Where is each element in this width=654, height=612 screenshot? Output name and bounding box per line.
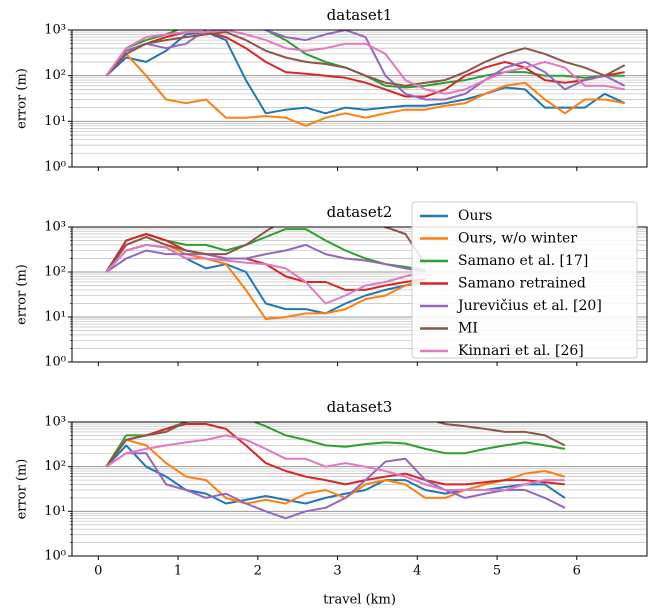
x-tick-label: 0 bbox=[94, 564, 102, 579]
x-tick-label: 2 bbox=[254, 564, 262, 579]
y-tick-label: 10⁰ bbox=[44, 355, 66, 370]
legend-label: Samano retrained bbox=[458, 276, 586, 292]
y-tick-label: 10¹ bbox=[44, 114, 66, 129]
lines bbox=[105, 227, 427, 321]
y-axis-label: error (m) bbox=[15, 459, 30, 520]
x-tick-label: 1 bbox=[174, 564, 182, 579]
x-tick-label: 5 bbox=[493, 564, 501, 579]
y-tick-label: 10⁰ bbox=[44, 160, 66, 175]
panel-title: dataset2 bbox=[327, 203, 393, 221]
legend-label: Ours bbox=[458, 208, 492, 224]
y-tick-label: 10² bbox=[44, 459, 66, 474]
series-line bbox=[105, 422, 566, 468]
lines bbox=[105, 30, 626, 127]
legend-label: MI bbox=[458, 321, 478, 337]
series-line bbox=[105, 243, 426, 305]
legend-label: Jurevičius et al. [20] bbox=[456, 298, 602, 314]
panel: dataset3 error (m) 10⁰ 10¹ 10² 10³ 0 1 2 3 4 5 6 trav… bbox=[15, 398, 648, 608]
series-line bbox=[105, 31, 625, 98]
y-tick-label: 10¹ bbox=[44, 310, 66, 325]
legend: Ours Ours, w/o winter Samano et al. [17] Sa… bbox=[411, 201, 638, 359]
series-line bbox=[105, 31, 626, 87]
legend-box bbox=[411, 201, 638, 359]
y-axis-label: error (m) bbox=[15, 264, 30, 325]
legend-label: Samano et al. [17] bbox=[458, 253, 588, 269]
y-tick-label: 10³ bbox=[44, 415, 66, 430]
series-line bbox=[105, 236, 426, 321]
axes-frame bbox=[71, 29, 648, 168]
series-line bbox=[105, 227, 427, 273]
panel-title: dataset1 bbox=[327, 6, 393, 24]
x-tick-label: 6 bbox=[573, 564, 581, 579]
x-tick-label: 3 bbox=[333, 564, 341, 579]
y-tick-label: 10⁰ bbox=[44, 549, 66, 564]
y-axis-label: error (m) bbox=[15, 68, 30, 129]
y-tick-label: 10³ bbox=[44, 220, 66, 235]
y-tick-label: 10² bbox=[44, 265, 66, 280]
y-tick-label: 10³ bbox=[44, 23, 66, 38]
y-tick-label: 10² bbox=[44, 68, 66, 83]
panel-title: dataset3 bbox=[327, 398, 393, 416]
legend-label: Kinnari et al. [26] bbox=[458, 343, 584, 359]
legend-label: Ours, w/o winter bbox=[458, 231, 577, 247]
lines bbox=[105, 422, 566, 520]
series-line bbox=[105, 243, 426, 273]
series-line bbox=[105, 30, 625, 95]
y-tick-label: 10¹ bbox=[44, 504, 66, 519]
axes-frame bbox=[71, 226, 648, 363]
series-line bbox=[105, 31, 626, 115]
series-line bbox=[105, 52, 625, 127]
series-line bbox=[105, 434, 565, 491]
axes-frame bbox=[71, 421, 648, 557]
x-tick-label: 4 bbox=[413, 564, 421, 579]
series-line bbox=[105, 452, 566, 520]
panel: dataset1 error (m) 10⁰ 10¹ 10² 10³ bbox=[15, 6, 648, 175]
series-line bbox=[105, 30, 626, 101]
x-axis-label: travel (km) bbox=[323, 593, 396, 608]
series-line bbox=[105, 423, 566, 486]
series-line bbox=[105, 438, 566, 505]
